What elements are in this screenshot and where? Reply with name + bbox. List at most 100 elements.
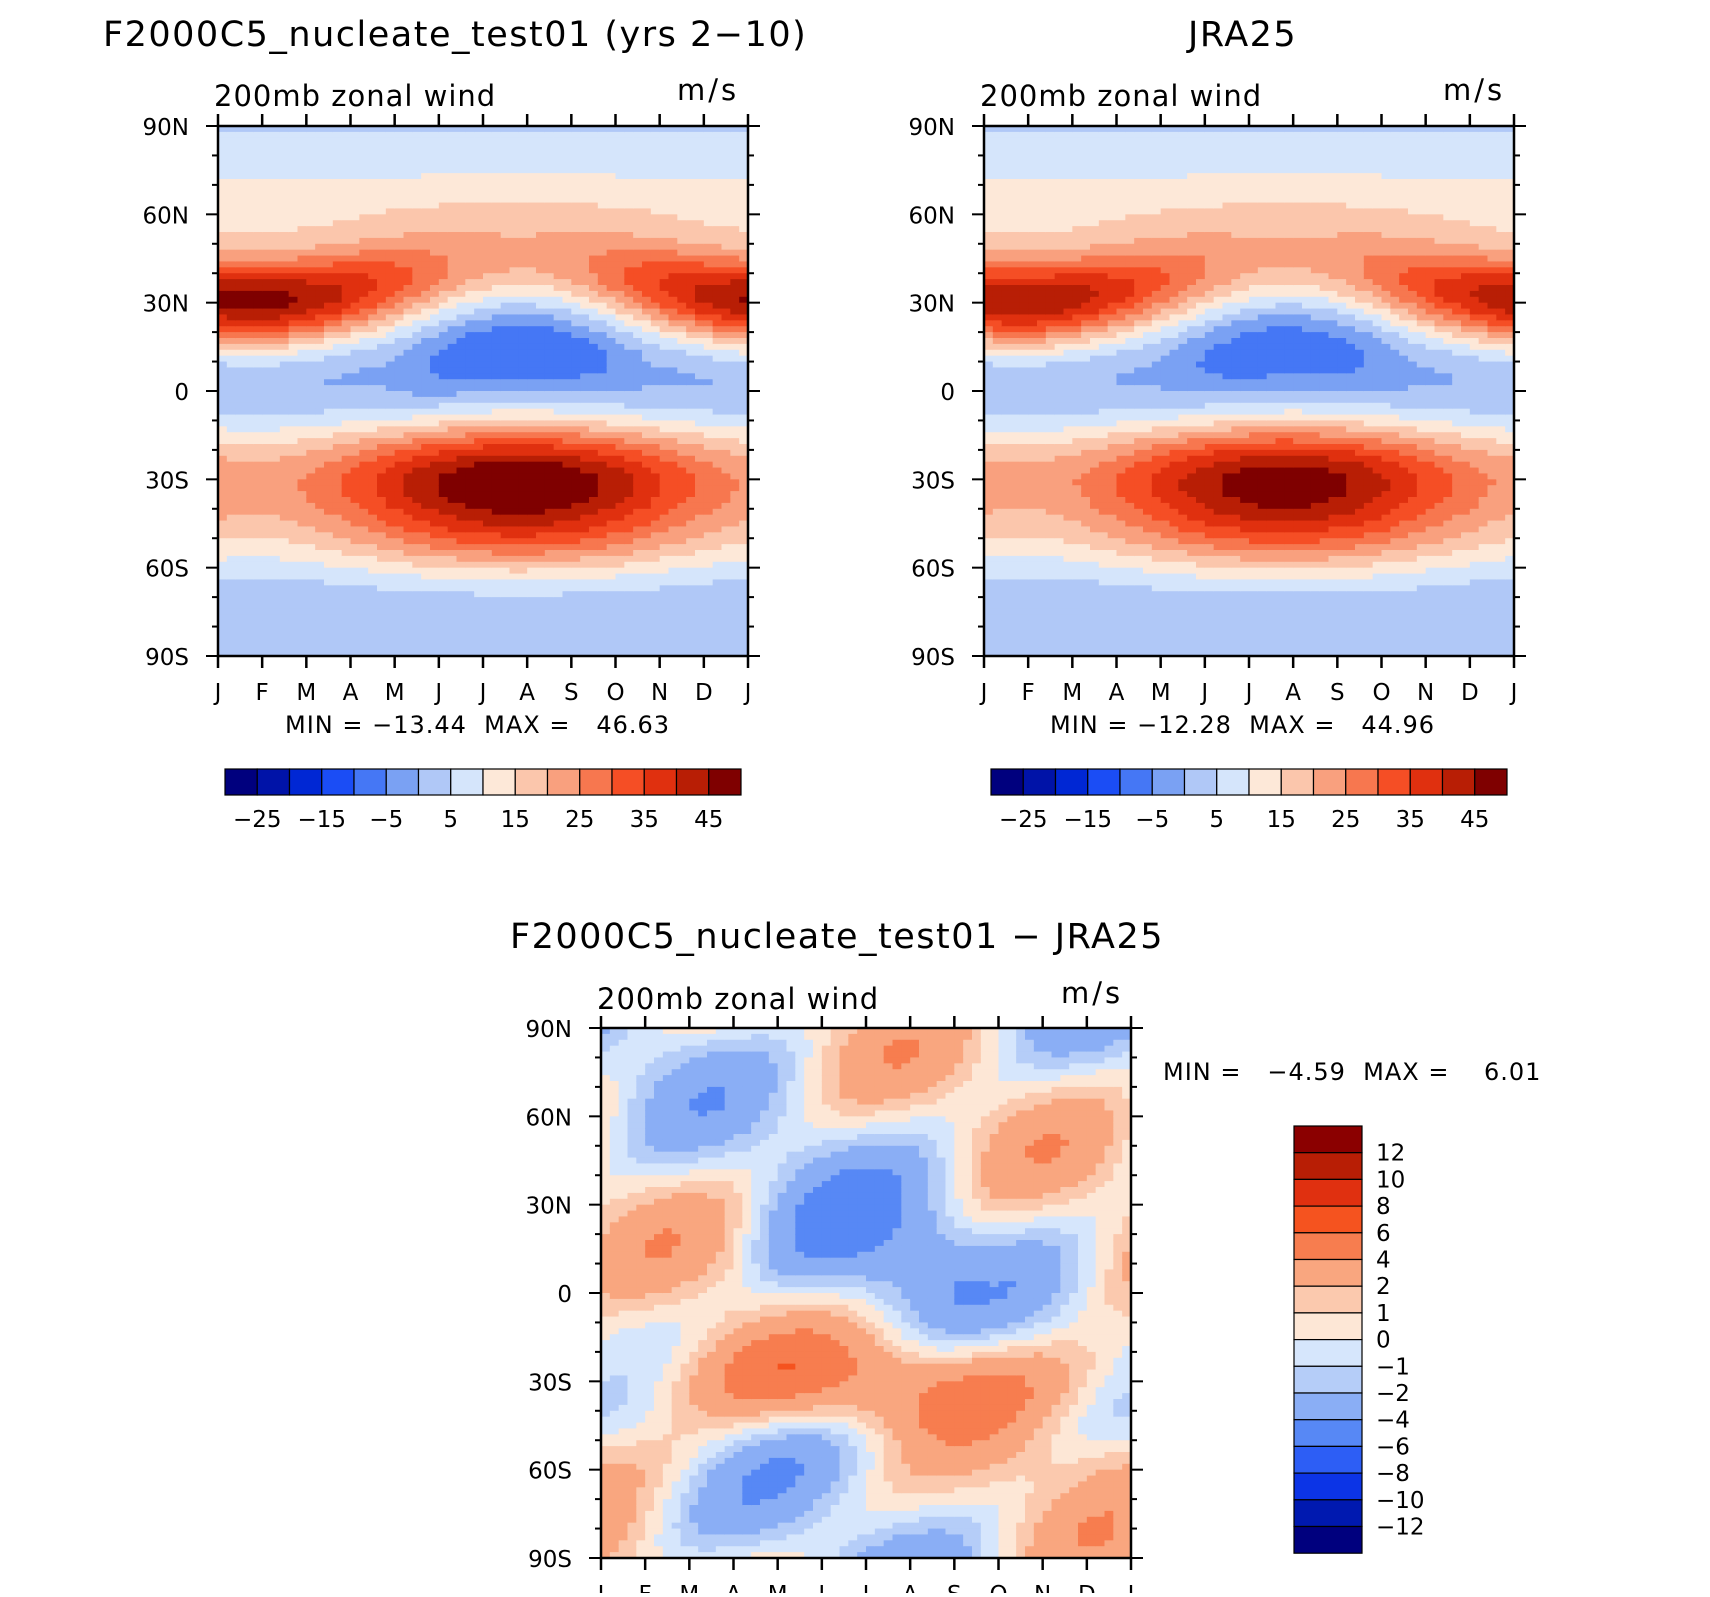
contour-cell	[332, 626, 343, 634]
contour-cell	[536, 579, 546, 586]
contour-cell	[306, 597, 316, 604]
contour-cell	[377, 202, 387, 210]
contour-cell	[403, 467, 413, 475]
contour-cell	[597, 208, 608, 215]
contour-cell	[288, 155, 299, 162]
contour-cell	[253, 367, 263, 374]
contour-cell	[633, 461, 643, 469]
contour-cell	[394, 550, 405, 557]
contour-cell	[527, 603, 537, 610]
contour-cell	[438, 184, 449, 192]
contour-cell	[615, 249, 625, 257]
contour-cell	[509, 290, 519, 298]
contour-cell	[518, 520, 528, 528]
contour-cell	[633, 420, 643, 427]
contour-cell	[447, 650, 458, 657]
contour-cell	[536, 526, 546, 533]
contour-cell	[483, 614, 493, 622]
contour-cell	[341, 526, 352, 533]
contour-cell	[597, 338, 608, 345]
contour-cell	[438, 567, 449, 575]
contour-cell	[553, 632, 564, 639]
contour-cell	[385, 173, 396, 180]
contour-cell	[412, 314, 422, 321]
contour-cell	[536, 196, 546, 204]
contour-cell	[544, 179, 555, 186]
contour-cell	[297, 597, 307, 604]
contour-cell	[332, 408, 343, 416]
contour-cell	[394, 249, 405, 257]
contour-cell	[403, 603, 413, 610]
contour-cell	[536, 279, 546, 286]
contour-cell	[244, 338, 254, 345]
contour-cell	[615, 255, 625, 263]
contour-cell	[650, 644, 661, 651]
contour-cell	[536, 320, 546, 327]
contour-cell	[518, 544, 528, 551]
contour-cell	[659, 367, 670, 374]
contour-cell	[491, 555, 502, 563]
contour-cell	[527, 214, 537, 221]
contour-cell	[668, 285, 678, 292]
contour-cell	[553, 467, 564, 475]
contour-cell	[271, 349, 281, 357]
contour-cell	[403, 479, 413, 486]
contour-cell	[226, 426, 237, 433]
contour-cell	[288, 608, 299, 616]
contour-cell	[324, 603, 334, 610]
contour-cell	[253, 514, 263, 522]
contour-cell	[447, 614, 458, 622]
contour-cell	[350, 608, 360, 616]
contour-cell	[438, 237, 449, 245]
contour-cell	[385, 408, 396, 416]
contour-cell	[279, 573, 290, 581]
contour-cell	[430, 491, 440, 498]
contour-cell	[332, 567, 343, 575]
contour-cell	[271, 373, 281, 380]
contour-cell	[553, 461, 564, 469]
contour-cell	[350, 650, 360, 657]
contour-cell	[385, 285, 396, 292]
contour-cell	[297, 367, 307, 374]
contour-cell	[483, 249, 493, 257]
contour-cell	[394, 638, 405, 645]
contour-cell	[350, 485, 360, 492]
contour-cell	[483, 544, 493, 551]
contour-cell	[412, 361, 422, 369]
contour-cell	[403, 555, 413, 563]
contour-cell	[447, 473, 458, 480]
contour-cell	[332, 279, 343, 286]
contour-cell	[615, 638, 625, 645]
contour-cell	[474, 184, 484, 192]
contour-cell	[695, 143, 705, 151]
contour-cell	[341, 467, 352, 475]
contour-cell	[244, 608, 254, 616]
contour-cell	[536, 585, 546, 592]
contour-cell	[279, 137, 290, 145]
contour-cell	[589, 497, 599, 504]
contour-cell	[544, 320, 555, 327]
contour-cell	[456, 302, 466, 310]
contour-cell	[615, 455, 625, 463]
contour-cell	[271, 126, 281, 133]
contour-cell	[262, 355, 272, 363]
contour-cell	[544, 249, 555, 257]
contour-cell	[624, 585, 634, 592]
contour-cell	[403, 532, 413, 539]
contour-cell	[359, 237, 369, 245]
contour-cell	[562, 479, 572, 486]
contour-cell	[465, 273, 475, 280]
contour-cell	[668, 491, 678, 498]
contour-cell	[244, 273, 254, 280]
contour-cell	[394, 379, 405, 386]
contour-cell	[650, 414, 661, 422]
contour-cell	[650, 573, 661, 581]
contour-cell	[633, 373, 643, 380]
contour-cell	[447, 285, 458, 292]
contour-cell	[686, 614, 696, 622]
contour-cell	[606, 296, 617, 304]
contour-cell	[288, 326, 299, 333]
contour-cell	[235, 585, 246, 592]
contour-cell	[571, 603, 581, 610]
contour-cell	[218, 544, 228, 551]
